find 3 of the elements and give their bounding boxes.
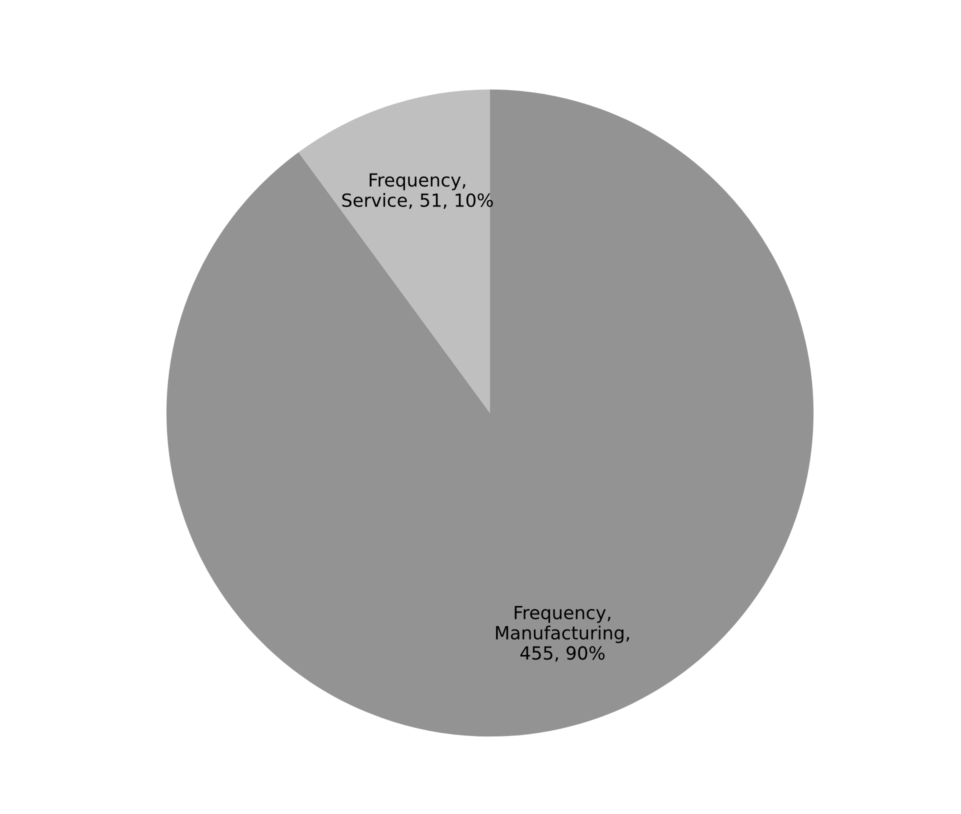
data-label: Frequency, Service, 51, 10% [342, 173, 493, 209]
pie-slice [166, 89, 814, 737]
data-label: Frequency, Manufacturing, 455, 90% [496, 606, 630, 662]
